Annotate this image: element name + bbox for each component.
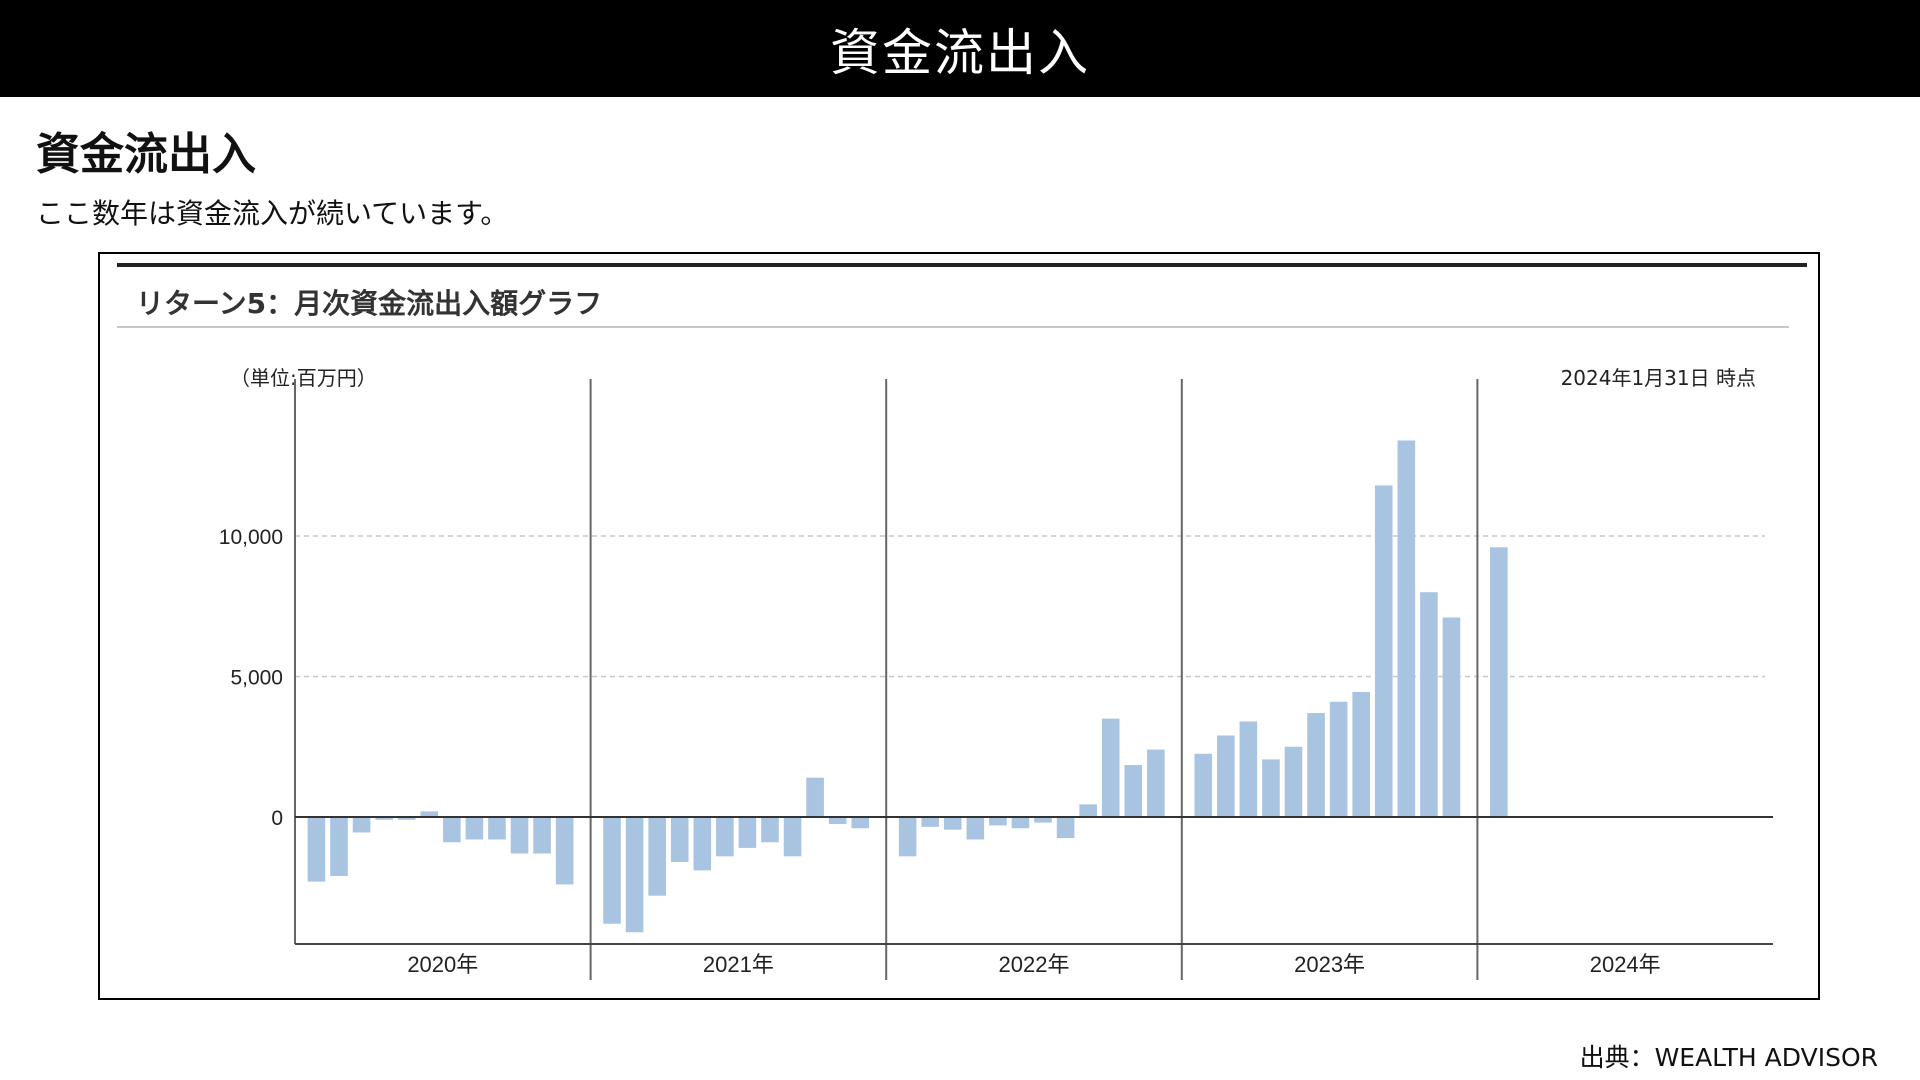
fund-flow-bar-chart: 0 5,000 10,000 2020年 2021年 2022年 2023年 2024年: [219, 379, 1773, 980]
bar: [307, 817, 326, 882]
bar: [761, 817, 779, 843]
bar: [375, 817, 393, 820]
bar: [1079, 804, 1097, 817]
page-heading: 資金流出入: [36, 129, 256, 180]
bar: [1307, 713, 1325, 817]
bar: [1420, 592, 1438, 817]
bar: [625, 817, 644, 933]
bar: [783, 817, 802, 857]
bar: [1011, 817, 1030, 829]
bar: [1147, 749, 1165, 817]
bar: [1397, 440, 1416, 817]
bar: [555, 817, 574, 885]
y-tick-label: 10,000: [219, 526, 283, 549]
bar: [1284, 746, 1303, 817]
bar: [989, 817, 1007, 826]
source-credit: 出典：WEALTH ADVISOR: [1579, 1043, 1878, 1072]
unit-label: （単位:百万円）: [230, 366, 377, 390]
bar: [1329, 701, 1348, 817]
y-tick-label: 0: [271, 807, 283, 830]
bar: [693, 817, 712, 871]
banner-title: 資金流出入: [830, 23, 1090, 82]
bar: [1217, 735, 1235, 817]
x-category-label: 2024年: [1590, 952, 1661, 977]
bar: [465, 817, 484, 840]
bar: [1490, 547, 1508, 817]
x-category-label: 2020年: [407, 952, 478, 977]
bar: [716, 817, 734, 857]
x-category-label: 2021年: [703, 952, 774, 977]
bar: [488, 817, 506, 840]
bar: [1239, 721, 1258, 817]
bar: [510, 817, 529, 854]
bar: [1442, 617, 1461, 817]
page-description: ここ数年は資金流入が続いています。: [36, 197, 509, 230]
bar: [828, 817, 847, 825]
chart-frame: リターン5：月次資金流出入額グラフ （単位:百万円） 2024年1月31日 時点…: [98, 252, 1820, 1000]
chart-title: リターン5：月次資金流出入額グラフ: [136, 287, 603, 320]
bar: [1124, 765, 1143, 817]
bar: [603, 817, 621, 924]
bar: [443, 817, 461, 843]
bar: [943, 817, 962, 830]
chart-title-rule: [117, 326, 1789, 328]
bar: [670, 817, 689, 862]
bar: [648, 817, 666, 896]
bar: [352, 817, 371, 833]
bar: [1262, 759, 1280, 817]
bar: [1034, 817, 1052, 823]
x-category-label: 2022年: [999, 952, 1070, 977]
bar: [330, 817, 348, 877]
bar: [1056, 817, 1075, 839]
bar: [898, 817, 917, 857]
bar: [738, 817, 757, 848]
as-of-label: 2024年1月31日 時点: [1560, 366, 1756, 390]
bar: [1101, 718, 1120, 817]
bar: [533, 817, 551, 854]
x-category-label: 2023年: [1294, 952, 1365, 977]
top-banner: 資金流出入: [0, 0, 1920, 97]
bar: [806, 777, 824, 817]
bar: [1352, 691, 1370, 817]
y-tick-label: 5,000: [230, 667, 283, 690]
bar: [851, 817, 870, 829]
chart-top-rule: [117, 263, 1807, 267]
bar: [921, 817, 940, 827]
bar: [1194, 753, 1213, 817]
bar: [420, 811, 439, 817]
bar: [397, 817, 416, 820]
bar: [966, 817, 985, 840]
bar: [1374, 485, 1393, 817]
